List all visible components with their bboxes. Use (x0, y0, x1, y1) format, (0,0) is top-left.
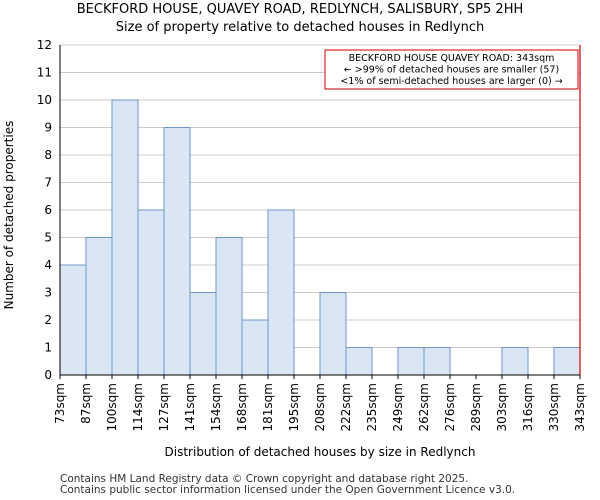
y-tick-label: 5 (44, 231, 52, 245)
x-tick-label: 87sqm (79, 383, 93, 424)
y-tick-label: 12 (37, 38, 52, 52)
histogram-bar (267, 209, 295, 376)
histogram-bar (137, 209, 165, 376)
histogram-bar (397, 347, 425, 376)
histogram-bar (423, 347, 451, 376)
x-tick-label: 154sqm (209, 383, 223, 431)
histogram-bar (111, 99, 139, 376)
y-tick-label: 10 (37, 93, 52, 107)
y-tick-label: 2 (44, 313, 52, 327)
y-tick-label: 7 (44, 176, 52, 190)
x-tick-label: 100sqm (105, 383, 119, 431)
histogram-bar (345, 347, 373, 376)
annotation-line: BECKFORD HOUSE QUAVEY ROAD: 343sqm (349, 53, 555, 64)
annotation-line: ← >99% of detached houses are smaller (5… (344, 65, 559, 76)
x-tick-label: 276sqm (443, 383, 457, 431)
histogram-bar (189, 292, 217, 376)
x-axis-label: Distribution of detached houses by size … (165, 445, 476, 459)
histogram-bar (553, 347, 581, 376)
x-tick-label: 127sqm (157, 383, 171, 431)
histogram-bar (59, 264, 87, 376)
y-tick-label: 8 (44, 148, 52, 162)
histogram-bar (163, 127, 191, 376)
x-tick-label: 141sqm (183, 383, 197, 431)
x-tick-label: 262sqm (417, 383, 431, 431)
y-tick-label: 11 (37, 66, 52, 80)
footer-copyright: Contains HM Land Registry data © Crown c… (60, 473, 469, 485)
annotation-line: <1% of semi-detached houses are larger (… (340, 76, 562, 87)
histogram-bar (501, 347, 529, 376)
y-tick-label: 1 (44, 341, 52, 355)
x-tick-label: 168sqm (235, 383, 249, 431)
x-tick-label: 289sqm (469, 383, 483, 431)
x-tick-label: 235sqm (365, 383, 379, 431)
x-tick-label: 249sqm (391, 383, 405, 431)
y-tick-label: 4 (44, 258, 52, 272)
x-tick-label: 316sqm (521, 383, 535, 431)
x-tick-label: 73sqm (53, 383, 67, 424)
x-tick-label: 195sqm (287, 383, 301, 431)
bars (59, 99, 581, 376)
x-tick-label: 343sqm (573, 383, 587, 431)
histogram-bar (85, 237, 113, 376)
x-tick-label: 114sqm (131, 383, 145, 431)
y-tick-label: 6 (44, 203, 52, 217)
annotation-box: BECKFORD HOUSE QUAVEY ROAD: 343sqm← >99%… (324, 49, 579, 90)
x-tick-label: 181sqm (261, 383, 275, 431)
x-tick-label: 222sqm (339, 383, 353, 431)
y-tick-label: 0 (44, 368, 52, 382)
y-axis-label: Number of detached properties (2, 121, 16, 310)
x-tick-label: 330sqm (547, 383, 561, 431)
histogram-bar (241, 319, 269, 376)
y-tick-label: 3 (44, 286, 52, 300)
chart-subtitle: Size of property relative to detached ho… (115, 20, 485, 35)
footer-licence: Contains public sector information licen… (60, 484, 516, 496)
y-tick-label: 9 (44, 121, 52, 135)
x-tick-label: 208sqm (313, 383, 327, 431)
x-tick-label: 303sqm (495, 383, 509, 431)
histogram-bar (319, 292, 347, 376)
histogram-bar (215, 237, 243, 376)
annotation-frame (324, 49, 579, 90)
chart-title: BECKFORD HOUSE, QUAVEY ROAD, REDLYNCH, S… (76, 2, 524, 17)
